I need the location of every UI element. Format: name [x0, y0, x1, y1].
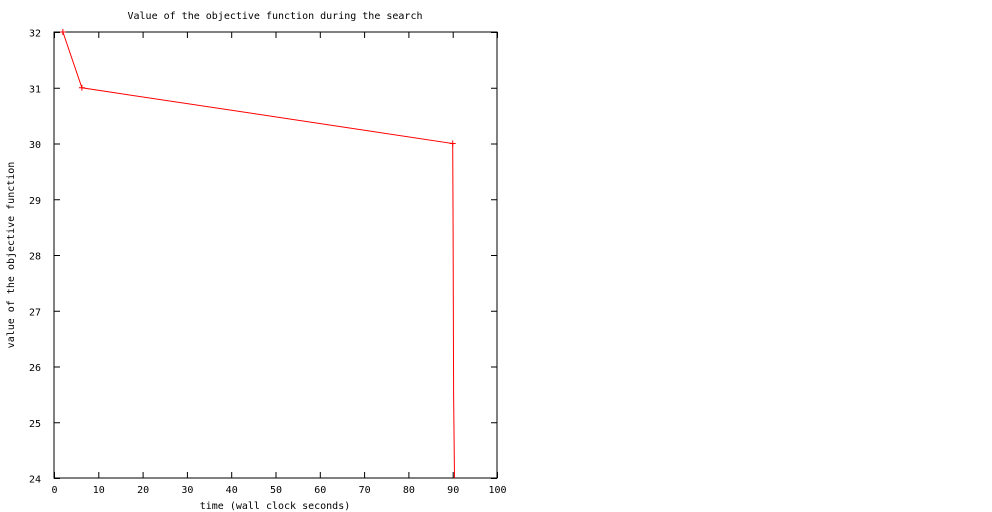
y-tick-label: 32	[29, 29, 41, 40]
y-tick-label: 24	[29, 475, 41, 486]
y-tick-label: 29	[29, 196, 41, 207]
data-point-marker	[59, 29, 66, 35]
x-axis-label: time (wall clock seconds)	[200, 501, 351, 512]
y-tick-label: 30	[29, 140, 41, 151]
x-tick-label: 80	[403, 485, 415, 496]
data-point-marker	[449, 140, 456, 147]
x-tick-label: 20	[137, 485, 149, 496]
y-axis-label: value of the objective function	[6, 162, 17, 349]
x-tick-label: 40	[226, 485, 238, 496]
y-tick-label: 31	[29, 84, 41, 95]
x-tick-label: 60	[314, 485, 326, 496]
y-tick-label: 28	[29, 252, 41, 263]
y-tick-label: 26	[29, 363, 41, 374]
y-tick-label: 27	[29, 307, 41, 318]
chart-title: Value of the objective function during t…	[127, 11, 422, 22]
series-line	[62, 31, 455, 479]
x-tick-label: 30	[181, 485, 193, 496]
data-point-marker	[78, 84, 85, 91]
x-tick-label: 100	[488, 485, 506, 496]
x-tick-label: 0	[51, 485, 57, 496]
plot-frame	[53, 31, 498, 479]
x-tick-label: 50	[270, 485, 282, 496]
x-tick-label: 10	[93, 485, 105, 496]
x-tick-label: 70	[359, 485, 371, 496]
y-tick-label: 25	[29, 419, 41, 430]
x-tick-label: 90	[447, 485, 459, 496]
